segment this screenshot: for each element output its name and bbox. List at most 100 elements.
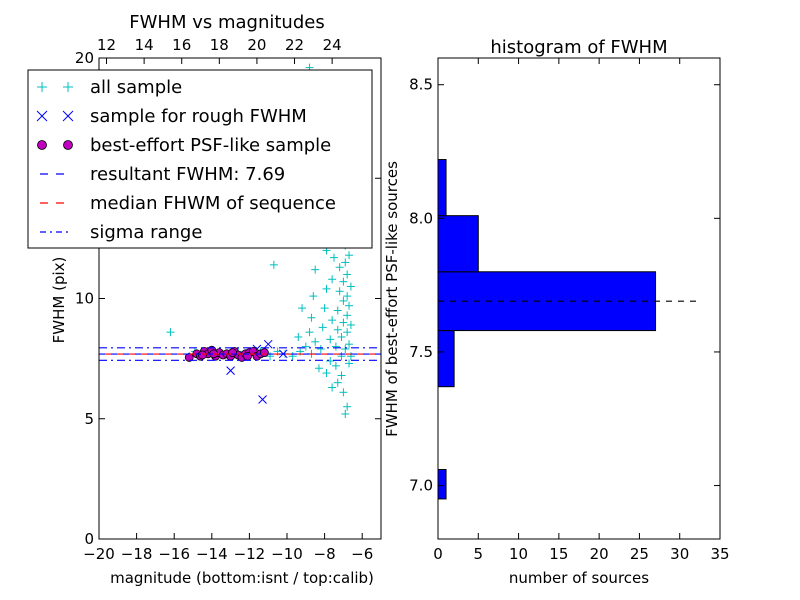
left-x-tick-label-2: −16	[158, 545, 190, 563]
top-axis-tick-label-6: 24	[323, 36, 342, 54]
series-0-point-15	[301, 342, 310, 351]
series-0-point-86	[294, 332, 303, 341]
left-x-tick-label-3: −14	[196, 545, 228, 563]
top-axis-tick-label-5: 22	[285, 36, 304, 54]
series-2-point-0	[184, 353, 194, 362]
series-0-point-29	[326, 335, 335, 344]
histogram-bar-3	[437, 215, 479, 273]
series-0-point-30	[328, 316, 337, 325]
histogram-bar-0	[437, 469, 447, 500]
series-0-point-83	[298, 304, 307, 313]
series-0-point-43	[337, 332, 346, 341]
top-axis-tick-label-1: 14	[135, 36, 154, 54]
legend-symbol-rough-0-b	[36, 110, 48, 122]
right-y-tick-label-3: 8.5	[409, 76, 433, 94]
left-y-tick-label-4: 20	[75, 49, 94, 67]
right-axes: 0 5 10 15 20 25 30 35 7.0 7.5 8.0 8.5	[409, 58, 730, 563]
left-chart-title: FWHM vs magnitudes	[129, 12, 324, 33]
right-x-tick-label-0: 0	[433, 545, 443, 563]
legend-entry-median-fwhm: median FHWM of sequence	[90, 193, 336, 214]
series-0-point-36	[333, 325, 342, 334]
histogram-bar-1	[437, 330, 455, 388]
right-chart-title: histogram of FWHM	[490, 37, 667, 58]
series-0-point-89	[345, 251, 354, 260]
series-1-point-2-b	[263, 339, 273, 349]
series-2-point-23	[243, 351, 252, 361]
legend-entry-sigma-range: sigma range	[90, 222, 202, 243]
series-0-point-45	[339, 296, 348, 305]
legend-symbol-rough-1	[62, 110, 74, 122]
right-plot-data	[437, 159, 700, 500]
series-0-point-19	[311, 265, 320, 274]
series-0-point-66	[328, 383, 337, 392]
right-x-tick-label-7: 35	[710, 545, 729, 563]
series-0-point-47	[341, 258, 350, 267]
right-x-tick-label-4: 20	[590, 545, 609, 563]
series-0-point-41	[337, 371, 346, 380]
top-axis-tick-label-3: 18	[210, 36, 229, 54]
series-0-point-53	[343, 292, 352, 301]
series-0-point-18	[309, 292, 318, 301]
series-0-point-63	[339, 388, 348, 397]
left-x-tick-label-5: −10	[271, 545, 303, 563]
legend-entry-all-sample: all sample	[90, 77, 182, 98]
legend-symbol-all-0	[37, 82, 47, 92]
legend-symbols	[36, 82, 74, 233]
series-0-point-31	[328, 275, 337, 284]
series-0-point-57	[345, 301, 354, 310]
series-0-point-39	[335, 263, 344, 272]
series-0-point-68	[314, 364, 323, 373]
series-0-point-32	[330, 253, 338, 262]
legend-entry-rough-fwhm-sample: sample for rough FWHM	[90, 106, 307, 127]
series-0-point-62	[333, 378, 342, 387]
series-2-point-22	[228, 348, 237, 358]
left-x-tick-label-6: −8	[314, 545, 336, 563]
right-x-tick-label-2: 10	[509, 545, 528, 563]
legend: all sample sample for rough FWHM best-ef…	[27, 69, 373, 249]
series-0-point-25	[322, 284, 331, 293]
legend-entry-psf-like-sample: best-effort PSF-like sample	[90, 135, 331, 156]
series-0-point-85	[311, 337, 320, 346]
legend-entry-resultant-fwhm: resultant FWHM: 7.69	[90, 164, 285, 185]
series-0-point-67	[322, 369, 331, 378]
fwhm-vs-magnitude-chart: FWHM vs magnitudes −20 −18 −16 −14 −12 −10 −8−…	[27, 12, 382, 587]
series-0-point-46	[339, 277, 348, 286]
top-axis-tick-label-0: 12	[97, 36, 116, 54]
series-1-point-2	[263, 339, 273, 349]
series-0-point-24	[320, 304, 329, 313]
right-y-tick-label-2: 8.0	[409, 209, 433, 227]
series-0-point-37	[333, 306, 342, 315]
series-1-point-1	[258, 395, 267, 404]
histogram-bar-4	[437, 159, 447, 217]
right-y-tick-label-1: 7.5	[409, 343, 433, 361]
series-0-point-55	[345, 359, 354, 368]
series-1-point-0	[226, 366, 235, 376]
right-plot-frame	[437, 57, 721, 540]
left-x-tick-label-1: −18	[121, 545, 153, 563]
legend-frame	[27, 69, 373, 249]
legend-symbol-psf-0	[37, 140, 47, 150]
series-0-point-52	[343, 311, 352, 320]
series-0-point-34	[331, 361, 340, 370]
left-y-tick-label-1: 5	[84, 410, 94, 428]
left-y-tick-label-2: 10	[75, 290, 94, 308]
series-2-point-19	[260, 348, 269, 358]
left-axes: −20−18−16−14−12−10−8−6051015201214161820…	[75, 36, 381, 563]
left-x-tick-label-0: −20	[83, 545, 115, 563]
right-x-tick-label-3: 15	[549, 545, 568, 563]
series-0-point-22	[316, 345, 325, 354]
right-x-tick-label-6: 30	[670, 545, 689, 563]
series-1-point-1-b	[258, 395, 267, 404]
right-y-tick-label-0: 7.0	[409, 477, 433, 495]
series-1-point-0-b	[226, 366, 235, 376]
series-0-point-51	[343, 328, 352, 337]
series-0-point-28	[326, 357, 335, 366]
right-x-axis-label: number of sources	[509, 569, 649, 587]
left-y-axis-label: FWHM (pix)	[50, 257, 68, 344]
right-x-tick-label-1: 5	[474, 545, 484, 563]
series-0-point-65	[341, 409, 350, 418]
series-2-point-20	[197, 350, 207, 360]
series-0-point-44	[339, 318, 348, 327]
left-x-axis-label: magnitude (bottom:isnt / top:calib)	[110, 569, 374, 587]
